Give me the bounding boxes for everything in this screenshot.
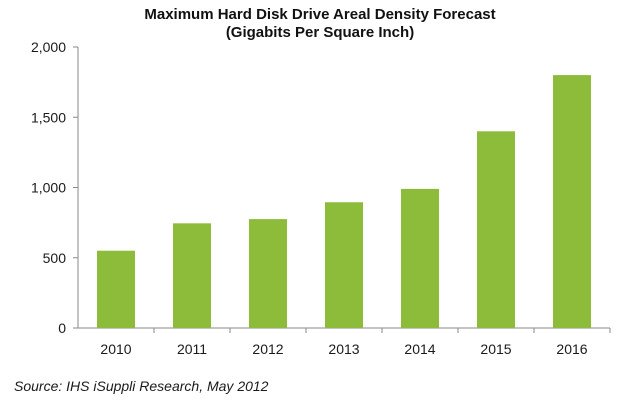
bar-2016 xyxy=(553,75,591,328)
bar-2013 xyxy=(325,202,363,328)
bar-2010 xyxy=(97,250,135,328)
source-note: Source: IHS iSuppli Research, May 2012 xyxy=(14,378,269,394)
x-tick-label: 2011 xyxy=(177,341,207,357)
x-tick-label: 2016 xyxy=(556,341,587,357)
y-tick-label: 1,500 xyxy=(31,109,66,125)
y-tick-label: 1,000 xyxy=(31,180,66,196)
chart-subtitle-line: (Gigabits Per Square Inch) xyxy=(225,24,415,41)
bar-2011 xyxy=(173,223,211,328)
chart-title-line: Maximum Hard Disk Drive Areal Density Fo… xyxy=(144,6,496,23)
x-tick-label: 2012 xyxy=(252,341,283,357)
bar-2012 xyxy=(249,219,287,328)
bar-2014 xyxy=(401,188,439,328)
chart-title: Maximum Hard Disk Drive Areal Density Fo… xyxy=(0,6,640,42)
y-tick-label: 0 xyxy=(58,320,66,336)
bar-2015 xyxy=(477,131,515,328)
x-tick-label: 2015 xyxy=(480,341,511,357)
plot-area: 0 500 1,000 1,500 2,000 2010 2011 2012 2013 2014 2… xyxy=(31,39,611,357)
x-tick-label: 2014 xyxy=(404,341,435,357)
x-tick-label: 2010 xyxy=(100,341,131,357)
y-tick-label: 500 xyxy=(43,250,67,266)
x-tick-label: 2013 xyxy=(328,341,359,357)
y-tick-label: 2,000 xyxy=(31,39,66,55)
